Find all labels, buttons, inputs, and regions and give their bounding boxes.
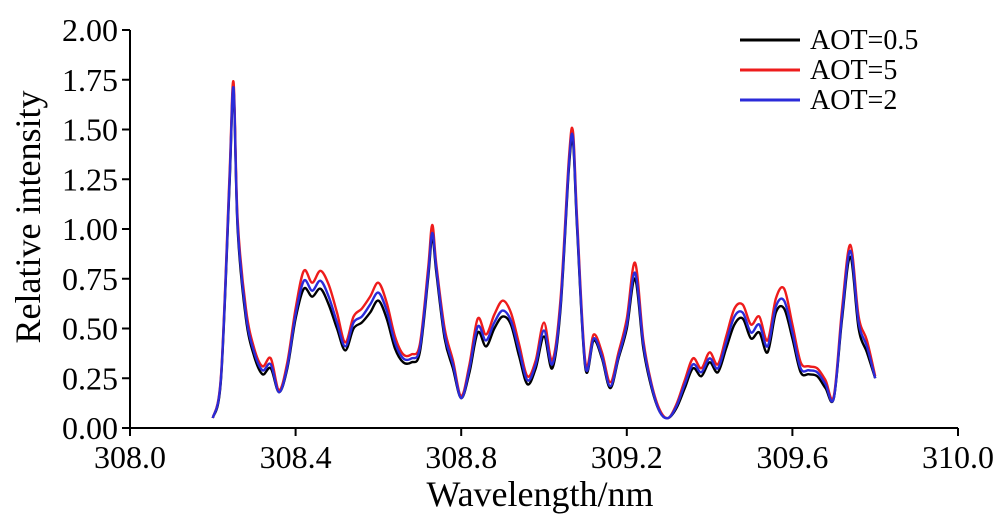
y-tick-label: 0.75	[62, 261, 118, 297]
series-line-0	[211, 88, 877, 420]
x-tick-label: 309.2	[591, 439, 663, 475]
x-tick-label: 308.0	[94, 439, 166, 475]
series-layer	[211, 80, 877, 420]
x-tick-label: 309.6	[756, 439, 828, 475]
series-line-1	[211, 80, 877, 420]
x-tick-label: 308.4	[260, 439, 332, 475]
legend-label-0: AOT=0.5	[810, 25, 918, 56]
y-tick-label: 0.00	[62, 410, 118, 446]
y-tick-label: 0.50	[62, 311, 118, 347]
x-tick-label: 308.8	[425, 439, 497, 475]
y-tick-label: 1.75	[62, 62, 118, 98]
y-tick-label: 0.25	[62, 360, 118, 396]
y-tick-label: 1.25	[62, 161, 118, 197]
x-tick-label: 310.0	[922, 439, 994, 475]
y-tick-label: 2.00	[62, 12, 118, 48]
y-tick-label: 1.50	[62, 112, 118, 148]
legend-label-2: AOT=2	[810, 85, 897, 116]
x-axis: 308.0 308.4 308.8 309.2 309.6 310.0	[94, 427, 994, 475]
x-axis-label: Wavelength/nm	[426, 474, 653, 514]
series-line-2	[211, 86, 877, 420]
y-tick-label: 1.00	[62, 211, 118, 247]
legend-label-1: AOT=5	[810, 55, 897, 86]
y-axis-label: Relative intensity	[8, 91, 48, 344]
y-axis: 0.00 0.25 0.50 0.75 1.00 1.25 1.50 1.75 2.00	[62, 12, 131, 446]
